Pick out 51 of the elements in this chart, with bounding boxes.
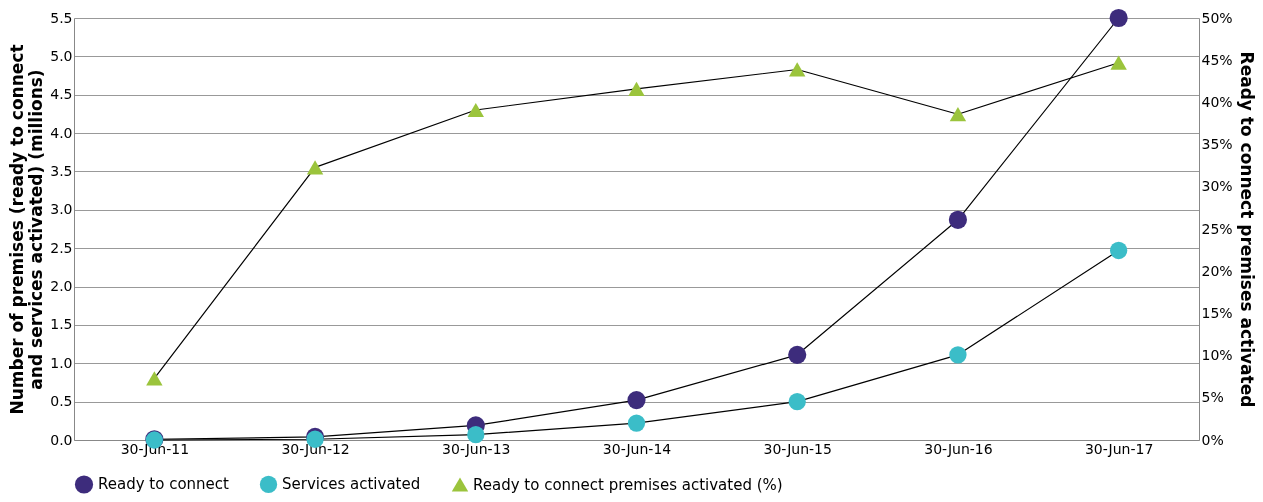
point xyxy=(467,425,485,444)
point xyxy=(1109,241,1128,260)
y2-tick-label: 20% xyxy=(1201,262,1233,279)
y-tick-label: 3.0 xyxy=(50,201,73,218)
y-tick-label: 5.0 xyxy=(50,47,73,64)
y2-tick-label: 0% xyxy=(1201,431,1224,448)
x-tick-label: 30-Jun-16 xyxy=(924,440,993,457)
point xyxy=(146,371,163,386)
y2-tick-label: 35% xyxy=(1201,136,1233,153)
y2-tick-label: 40% xyxy=(1201,93,1233,110)
point xyxy=(628,81,645,97)
point xyxy=(949,346,967,364)
x-tick-label: 30-Jun-15 xyxy=(763,440,832,457)
x-tick-label: 30-Jun-12 xyxy=(281,440,350,457)
x-tick-label: 30-Jun-17 xyxy=(1084,440,1154,457)
y-tick-label: 2.0 xyxy=(50,278,73,295)
point xyxy=(306,160,324,175)
y2-tick-label: 15% xyxy=(1201,304,1233,321)
point xyxy=(788,345,807,364)
y-tick-label: 0.0 xyxy=(50,431,73,448)
y2-tick-label: 5% xyxy=(1201,389,1224,406)
point xyxy=(467,102,484,118)
point xyxy=(1110,55,1127,70)
point xyxy=(789,62,806,77)
point xyxy=(949,107,967,122)
point xyxy=(627,391,646,410)
y-tick-label: 1.5 xyxy=(50,316,73,333)
point xyxy=(627,414,646,432)
y-tick-label: 1.0 xyxy=(50,354,73,371)
legend-label: Ready to connect premises activated (%) xyxy=(473,475,783,494)
y2-tick-label: 30% xyxy=(1201,178,1233,195)
point xyxy=(948,210,968,229)
y-tick-label: 0.5 xyxy=(50,393,73,410)
y2-tick-label: 10% xyxy=(1201,347,1233,364)
legend-label: Ready to connect xyxy=(98,475,230,494)
x-tick-label: 30-Jun-11 xyxy=(120,440,190,457)
y-tick-label: 5.5 xyxy=(50,9,73,26)
y-tick-label: 3.5 xyxy=(50,162,73,179)
y-tick-label: 2.5 xyxy=(50,239,73,256)
y-tick-label: 4.0 xyxy=(50,124,73,141)
y-axis-title: Number of premises (ready to connect and services activated) (millions) xyxy=(7,44,47,415)
y2-tick-label: 45% xyxy=(1201,51,1233,68)
y-tick-label: 4.5 xyxy=(50,86,73,103)
legend-label: Services activated xyxy=(282,475,421,494)
x-tick-label: 30-Jun-13 xyxy=(442,440,511,457)
x-tick-label: 30-Jun-14 xyxy=(602,440,672,457)
point xyxy=(1109,8,1128,28)
point xyxy=(788,392,806,411)
y2-axis-title: Ready to connect premises activated xyxy=(1236,51,1257,408)
y2-tick-label: 25% xyxy=(1201,220,1233,237)
y2-tick-label: 50% xyxy=(1201,9,1233,26)
